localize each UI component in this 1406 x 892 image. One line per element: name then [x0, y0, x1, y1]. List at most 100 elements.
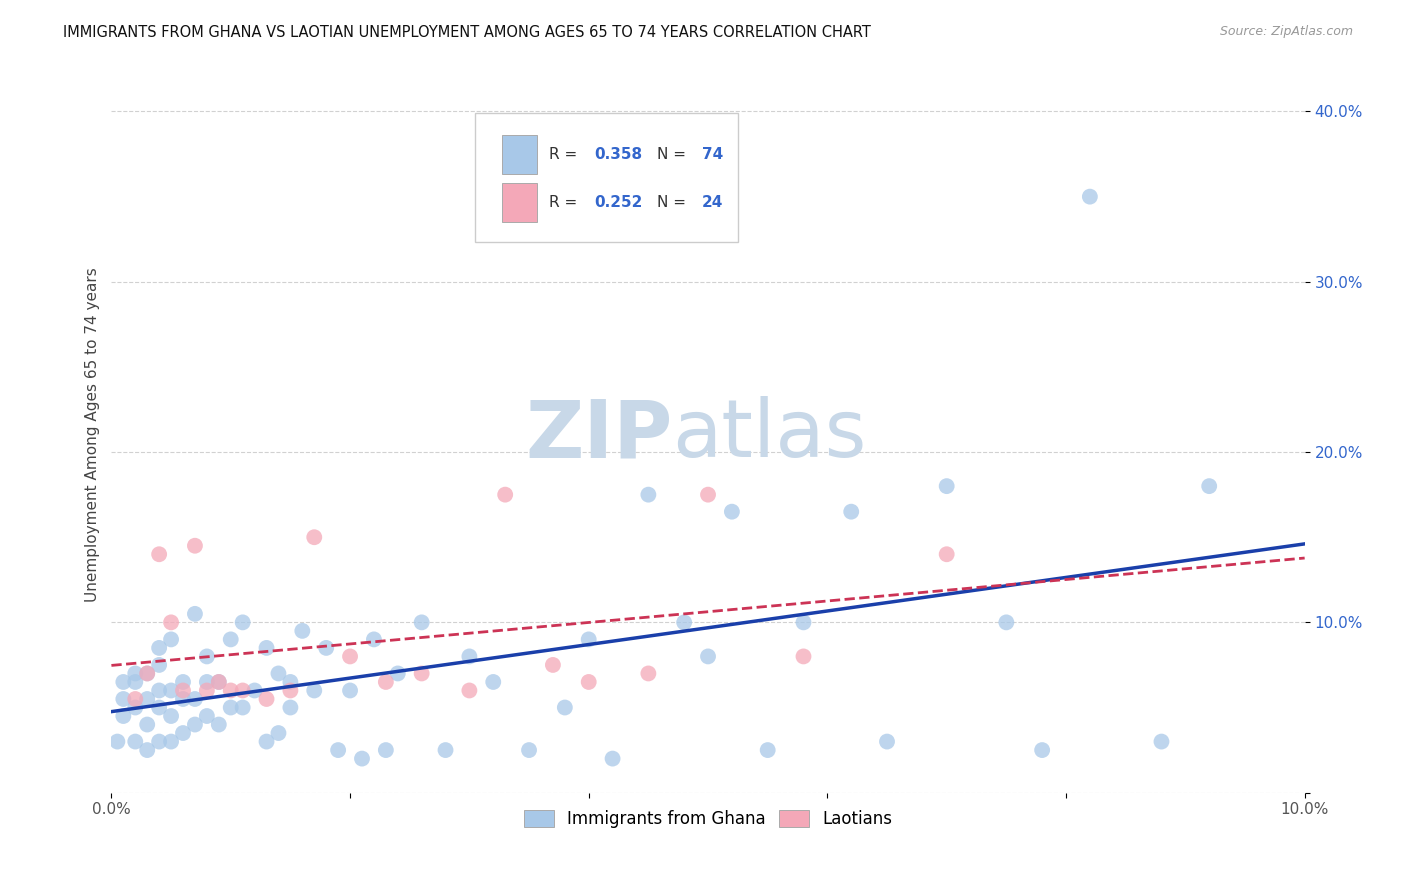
Point	[1150, 734, 1173, 748]
Point	[304, 530, 326, 544]
Point	[637, 488, 659, 502]
Point	[184, 539, 207, 553]
Point	[411, 615, 433, 630]
Point	[160, 683, 183, 698]
Point	[148, 640, 170, 655]
Text: 24: 24	[702, 194, 724, 210]
Point	[458, 649, 481, 664]
Point	[232, 615, 254, 630]
Point	[208, 675, 231, 690]
Point	[184, 692, 207, 706]
Point	[232, 700, 254, 714]
Text: ZIP: ZIP	[524, 396, 672, 474]
Point	[160, 615, 183, 630]
Point	[1198, 479, 1220, 493]
Point	[172, 683, 194, 698]
Point	[148, 657, 170, 672]
Text: Source: ZipAtlas.com: Source: ZipAtlas.com	[1219, 25, 1353, 38]
Point	[160, 632, 183, 647]
Point	[184, 607, 207, 621]
Point	[243, 683, 266, 698]
Point	[541, 657, 564, 672]
Point	[458, 683, 481, 698]
Point	[304, 683, 326, 698]
Point	[148, 683, 170, 698]
Point	[363, 632, 385, 647]
Point	[1078, 189, 1101, 203]
Point	[350, 751, 373, 765]
Point	[494, 488, 516, 502]
Point	[124, 700, 146, 714]
Point	[267, 666, 290, 681]
Point	[136, 692, 159, 706]
Point	[374, 675, 396, 690]
Point	[578, 675, 600, 690]
Point	[339, 649, 361, 664]
Point	[280, 675, 302, 690]
Point	[673, 615, 696, 630]
Point	[124, 692, 146, 706]
Point	[219, 683, 242, 698]
Point	[219, 632, 242, 647]
Text: IMMIGRANTS FROM GHANA VS LAOTIAN UNEMPLOYMENT AMONG AGES 65 TO 74 YEARS CORRELAT: IMMIGRANTS FROM GHANA VS LAOTIAN UNEMPLO…	[63, 25, 872, 40]
Point	[148, 734, 170, 748]
Text: 0.358: 0.358	[595, 147, 643, 161]
Point	[195, 675, 218, 690]
FancyBboxPatch shape	[475, 113, 738, 242]
Point	[148, 700, 170, 714]
Point	[792, 649, 814, 664]
FancyBboxPatch shape	[502, 183, 537, 222]
Point	[136, 666, 159, 681]
Point	[411, 666, 433, 681]
Legend: Immigrants from Ghana, Laotians: Immigrants from Ghana, Laotians	[517, 803, 898, 834]
Point	[195, 683, 218, 698]
Text: R =: R =	[550, 194, 582, 210]
Point	[256, 692, 278, 706]
Point	[697, 649, 720, 664]
Point	[1031, 743, 1053, 757]
Point	[124, 675, 146, 690]
Point	[136, 743, 159, 757]
Point	[326, 743, 349, 757]
Point	[208, 675, 231, 690]
Point	[387, 666, 409, 681]
Point	[105, 734, 128, 748]
Text: atlas: atlas	[672, 396, 866, 474]
Point	[195, 649, 218, 664]
Point	[172, 692, 194, 706]
Point	[697, 488, 720, 502]
Point	[721, 505, 744, 519]
Point	[219, 700, 242, 714]
Point	[256, 734, 278, 748]
Point	[208, 717, 231, 731]
Point	[935, 479, 957, 493]
Text: N =: N =	[657, 194, 690, 210]
Point	[637, 666, 659, 681]
Point	[280, 683, 302, 698]
Point	[112, 675, 135, 690]
Point	[339, 683, 361, 698]
Point	[935, 547, 957, 561]
Point	[602, 751, 624, 765]
Point	[232, 683, 254, 698]
Point	[124, 666, 146, 681]
Point	[434, 743, 457, 757]
Point	[124, 734, 146, 748]
Point	[160, 709, 183, 723]
Point	[280, 700, 302, 714]
Text: N =: N =	[657, 147, 690, 161]
Point	[374, 743, 396, 757]
Point	[839, 505, 862, 519]
Y-axis label: Unemployment Among Ages 65 to 74 years: Unemployment Among Ages 65 to 74 years	[86, 268, 100, 602]
Point	[112, 692, 135, 706]
Point	[148, 547, 170, 561]
Point	[756, 743, 779, 757]
Text: R =: R =	[550, 147, 582, 161]
Point	[315, 640, 337, 655]
Point	[291, 624, 314, 638]
Point	[160, 734, 183, 748]
Point	[792, 615, 814, 630]
Point	[112, 709, 135, 723]
Text: 74: 74	[702, 147, 723, 161]
Point	[517, 743, 540, 757]
